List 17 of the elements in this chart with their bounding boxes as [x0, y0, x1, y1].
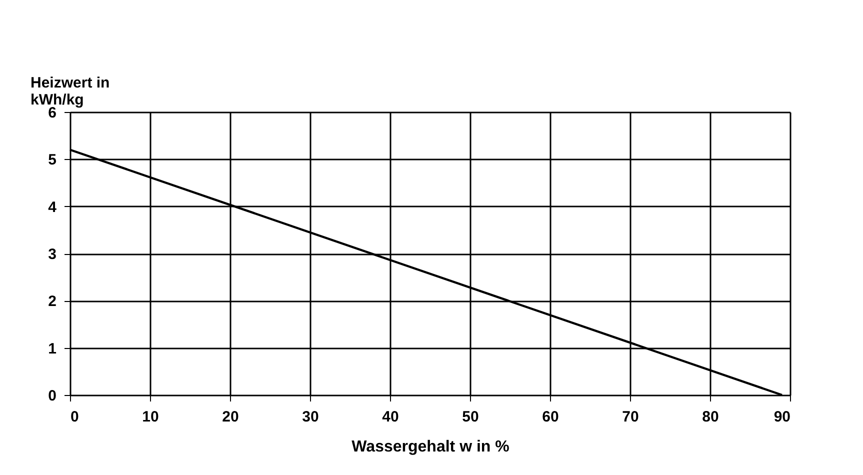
x-tick-label: 90: [774, 408, 790, 426]
y-tick-label: 1: [48, 340, 56, 358]
y-tick-label: 5: [48, 152, 56, 169]
y-tick-label: 3: [48, 246, 56, 263]
x-tick-label: 0: [70, 408, 79, 426]
x-tick-label: 20: [222, 408, 239, 426]
y-tick-label: 0: [48, 388, 56, 404]
x-tick-label: 10: [142, 408, 159, 426]
y-tick-label: 4: [48, 198, 58, 216]
y-tick-label: 2: [48, 293, 56, 310]
x-axis-title: Wassergehalt w in %: [352, 438, 510, 456]
x-tick-label: 70: [622, 408, 639, 426]
x-tick-label: 30: [302, 408, 319, 426]
x-tick-label: 40: [382, 408, 399, 426]
x-tick-label: 80: [702, 408, 719, 426]
x-tick-label: 50: [462, 408, 479, 426]
x-tick-label: 60: [542, 408, 559, 426]
